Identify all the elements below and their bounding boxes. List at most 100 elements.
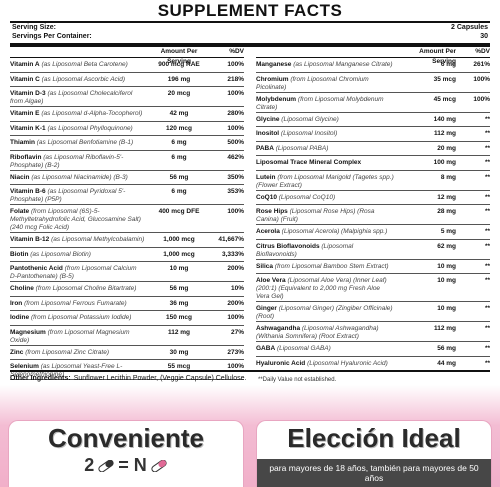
nutrient-name: Lutein (256, 173, 276, 181)
nutrient-row: Selenium (as Liposomal Yeast-Free L-Sele… (10, 360, 244, 380)
nutrient-name: Selenium (10, 363, 39, 370)
nutrient-row: Rose Hips (Liposomal Rose Hips) (Rosa Ca… (256, 205, 490, 225)
supplement-facts: SUPPLEMENT FACTS Serving Size: 2 Capsules… (10, 0, 490, 383)
amount: 10 mg (169, 265, 189, 272)
nutrient-source: (from Liposomal Molybdenum Citrate) (256, 95, 384, 111)
nutrient: Pantothenic Acid (from Liposomal Calcium… (10, 265, 148, 281)
nutrient-source: (Liposomal Ashwagandha) (Withania Somnif… (256, 325, 379, 340)
nutrient-row: Zinc (from Liposomal Zinc Citrate) 30 mg 2… (10, 346, 244, 360)
amount: 112 mg (433, 325, 456, 332)
nutrient: Vitamin B-6 (as Liposomal Pyridoxal 5'-P… (10, 188, 148, 204)
daily-value: 218% (227, 75, 244, 83)
nutrient-source: (as Liposomal Biotin) (30, 250, 91, 258)
nutrient-name: Riboflavin (10, 153, 42, 161)
column-header: Amount Per Serving %DV (256, 47, 490, 65)
nutrient: Rose Hips (Liposomal Rose Hips) (Rosa Ca… (256, 208, 398, 224)
formula-left: 2 (84, 455, 95, 475)
banner: Elección Ideal para mayores de 18 años, … (256, 420, 492, 487)
nutrient-row: Lutein (from Liposomal Marigold (Tagetes… (256, 171, 490, 191)
nutrient: Citrus Bioflavonoids (Liposomal Bioflavo… (256, 243, 398, 259)
amount: 12 mg (437, 193, 456, 201)
amount: 6 mg (171, 139, 187, 146)
nutrient: GABA (Liposomal GABA) (256, 345, 398, 353)
nutrient: Ginger (Liposomal Ginger) (Zingiber Offi… (256, 305, 398, 321)
nutrient-source: (as Liposomal Manganese Citrate) (293, 61, 393, 68)
nutrient: Magnesium (from Liposomal Magnesium Oxid… (10, 329, 148, 345)
nutrient: Thiamin (as Liposomal Benfotiamine (B-1) (10, 139, 148, 147)
nutrient-name: Vitamin D-3 (10, 90, 46, 97)
nutrient-name: Silica (256, 262, 273, 270)
nutrient-source: (as Liposomal Methylcobalamin) (51, 236, 145, 243)
daily-value: ** (484, 173, 490, 181)
nutrient: Vitamin C (as Liposomal Ascorbic Acid) (10, 76, 148, 84)
nutrient-source: (Liposomal Ginger) (Zingiber Officinale)… (256, 305, 393, 320)
daily-value: 100% (227, 208, 244, 215)
daily-value: 100% (473, 75, 490, 83)
nutrient-source: (Liposomal Hyaluronic Acid) (307, 359, 388, 367)
daily-value: 500% (227, 139, 244, 146)
amount: 56 mg (437, 345, 456, 352)
nutrient-row: Ashwagandha (Liposomal Ashwagandha) (Wit… (256, 322, 490, 342)
nutrient-name: Aloe Vera (256, 277, 286, 284)
daily-value: 200% (227, 299, 244, 307)
nutrient-source: (Liposomal Rose Hips) (Rosa Canina) (Fru… (256, 208, 375, 223)
nutrient: Zinc (from Liposomal Zinc Citrate) (10, 349, 148, 357)
nutrient-row: PABA (Liposomal PABA) 20 mg ** (256, 142, 490, 156)
nutrient-name: Glycine (256, 115, 280, 123)
formula: 2 = N (9, 455, 243, 476)
amount: 8 mg (440, 173, 456, 181)
nutrient-row: CoQ10 (Liposomal CoQ10) 12 mg ** (256, 191, 490, 205)
nutrient: Acerola (Liposomal Acerola) (Malpighia s… (256, 228, 398, 236)
amount: 42 mg (169, 110, 189, 117)
amount: 10 mg (437, 305, 456, 312)
amount: 35 mcg (433, 75, 456, 83)
daily-value: 100% (473, 95, 490, 103)
label: Servings Per Container: (12, 33, 92, 40)
nutrient-name: Folate (10, 208, 30, 215)
nutrient-name: Vitamin E (10, 110, 40, 117)
daily-value: ** (484, 262, 490, 270)
nutrient-row: Choline (from Liposomal Choline Bitartra… (10, 282, 244, 297)
amount: 1,000 mcg (163, 250, 195, 258)
amount: 55 mcg (167, 363, 191, 370)
daily-value: 273% (227, 348, 244, 356)
left-column: Amount Per Serving %DV Vitamin A (as Lipo… (10, 47, 244, 383)
nutrient-row: Ginger (Liposomal Ginger) (Zingiber Offi… (256, 302, 490, 322)
amount-header: Amount Per Serving (419, 48, 456, 65)
nutrient-row: Silica (from Liposomal Bamboo Stem Extra… (256, 260, 490, 274)
nutrient-source: (as Liposomal Pyridoxal 5'-Phosphate) (P… (10, 188, 126, 203)
amount: 196 mg (167, 75, 191, 83)
daily-value: 41,667% (218, 236, 244, 243)
amount: 62 mg (437, 242, 456, 250)
daily-value: ** (484, 277, 490, 284)
daily-value: ** (484, 359, 490, 367)
nutrient-name: Rose Hips (256, 208, 288, 215)
nutrient-name: Molybdenum (256, 95, 297, 103)
nutrient-row: Folate (from Liposomal (6S)-5-Methyltetr… (10, 205, 244, 233)
nutrient-row: Vitamin C (as Liposomal Ascorbic Acid) 19… (10, 73, 244, 87)
amount: 56 mg (169, 285, 189, 292)
nutrient-name: Thiamin (10, 139, 35, 146)
nutrient-row: Magnesium (from Liposomal Magnesium Oxid… (10, 326, 244, 346)
amount: 30 mg (169, 348, 189, 356)
title: SUPPLEMENT FACTS (10, 0, 490, 23)
nutrient-row: Vitamin E (as Liposomal d-Alpha-Tocopher… (10, 107, 244, 122)
servings: Servings Per Container: 30 (10, 32, 490, 41)
daily-value: ** (484, 115, 490, 123)
nutrient-source: (from Liposomal Potassium Iodide) (30, 314, 132, 321)
nutrient-name: Vitamin B-6 (10, 188, 46, 195)
column-header: Amount Per Serving %DV (10, 47, 244, 65)
amount: 400 mcg DFE (158, 208, 200, 215)
nutrient-row: Iodine (from Liposomal Potassium Iodide)… (10, 311, 244, 326)
nutrient-row: Manganese (as Liposomal Manganese Citrat… (256, 58, 490, 73)
amount: 28 mg (437, 208, 456, 215)
nutrient: Vitamin B-12 (as Liposomal Methylcobalam… (10, 236, 148, 244)
label: Other Ingredients: (10, 375, 71, 382)
amount: 20 mcg (167, 90, 191, 97)
nutrient-row: Glycine (Liposomal Glycine) 140 mg ** (256, 113, 490, 127)
daily-value: 3,333% (221, 250, 244, 258)
nutrient-source: (as Liposomal Benfotiamine (B-1) (36, 139, 134, 146)
daily-value: ** (484, 345, 490, 352)
nutrient-row: Hyaluronic Acid (Liposomal Hyaluronic Ac… (256, 357, 490, 371)
